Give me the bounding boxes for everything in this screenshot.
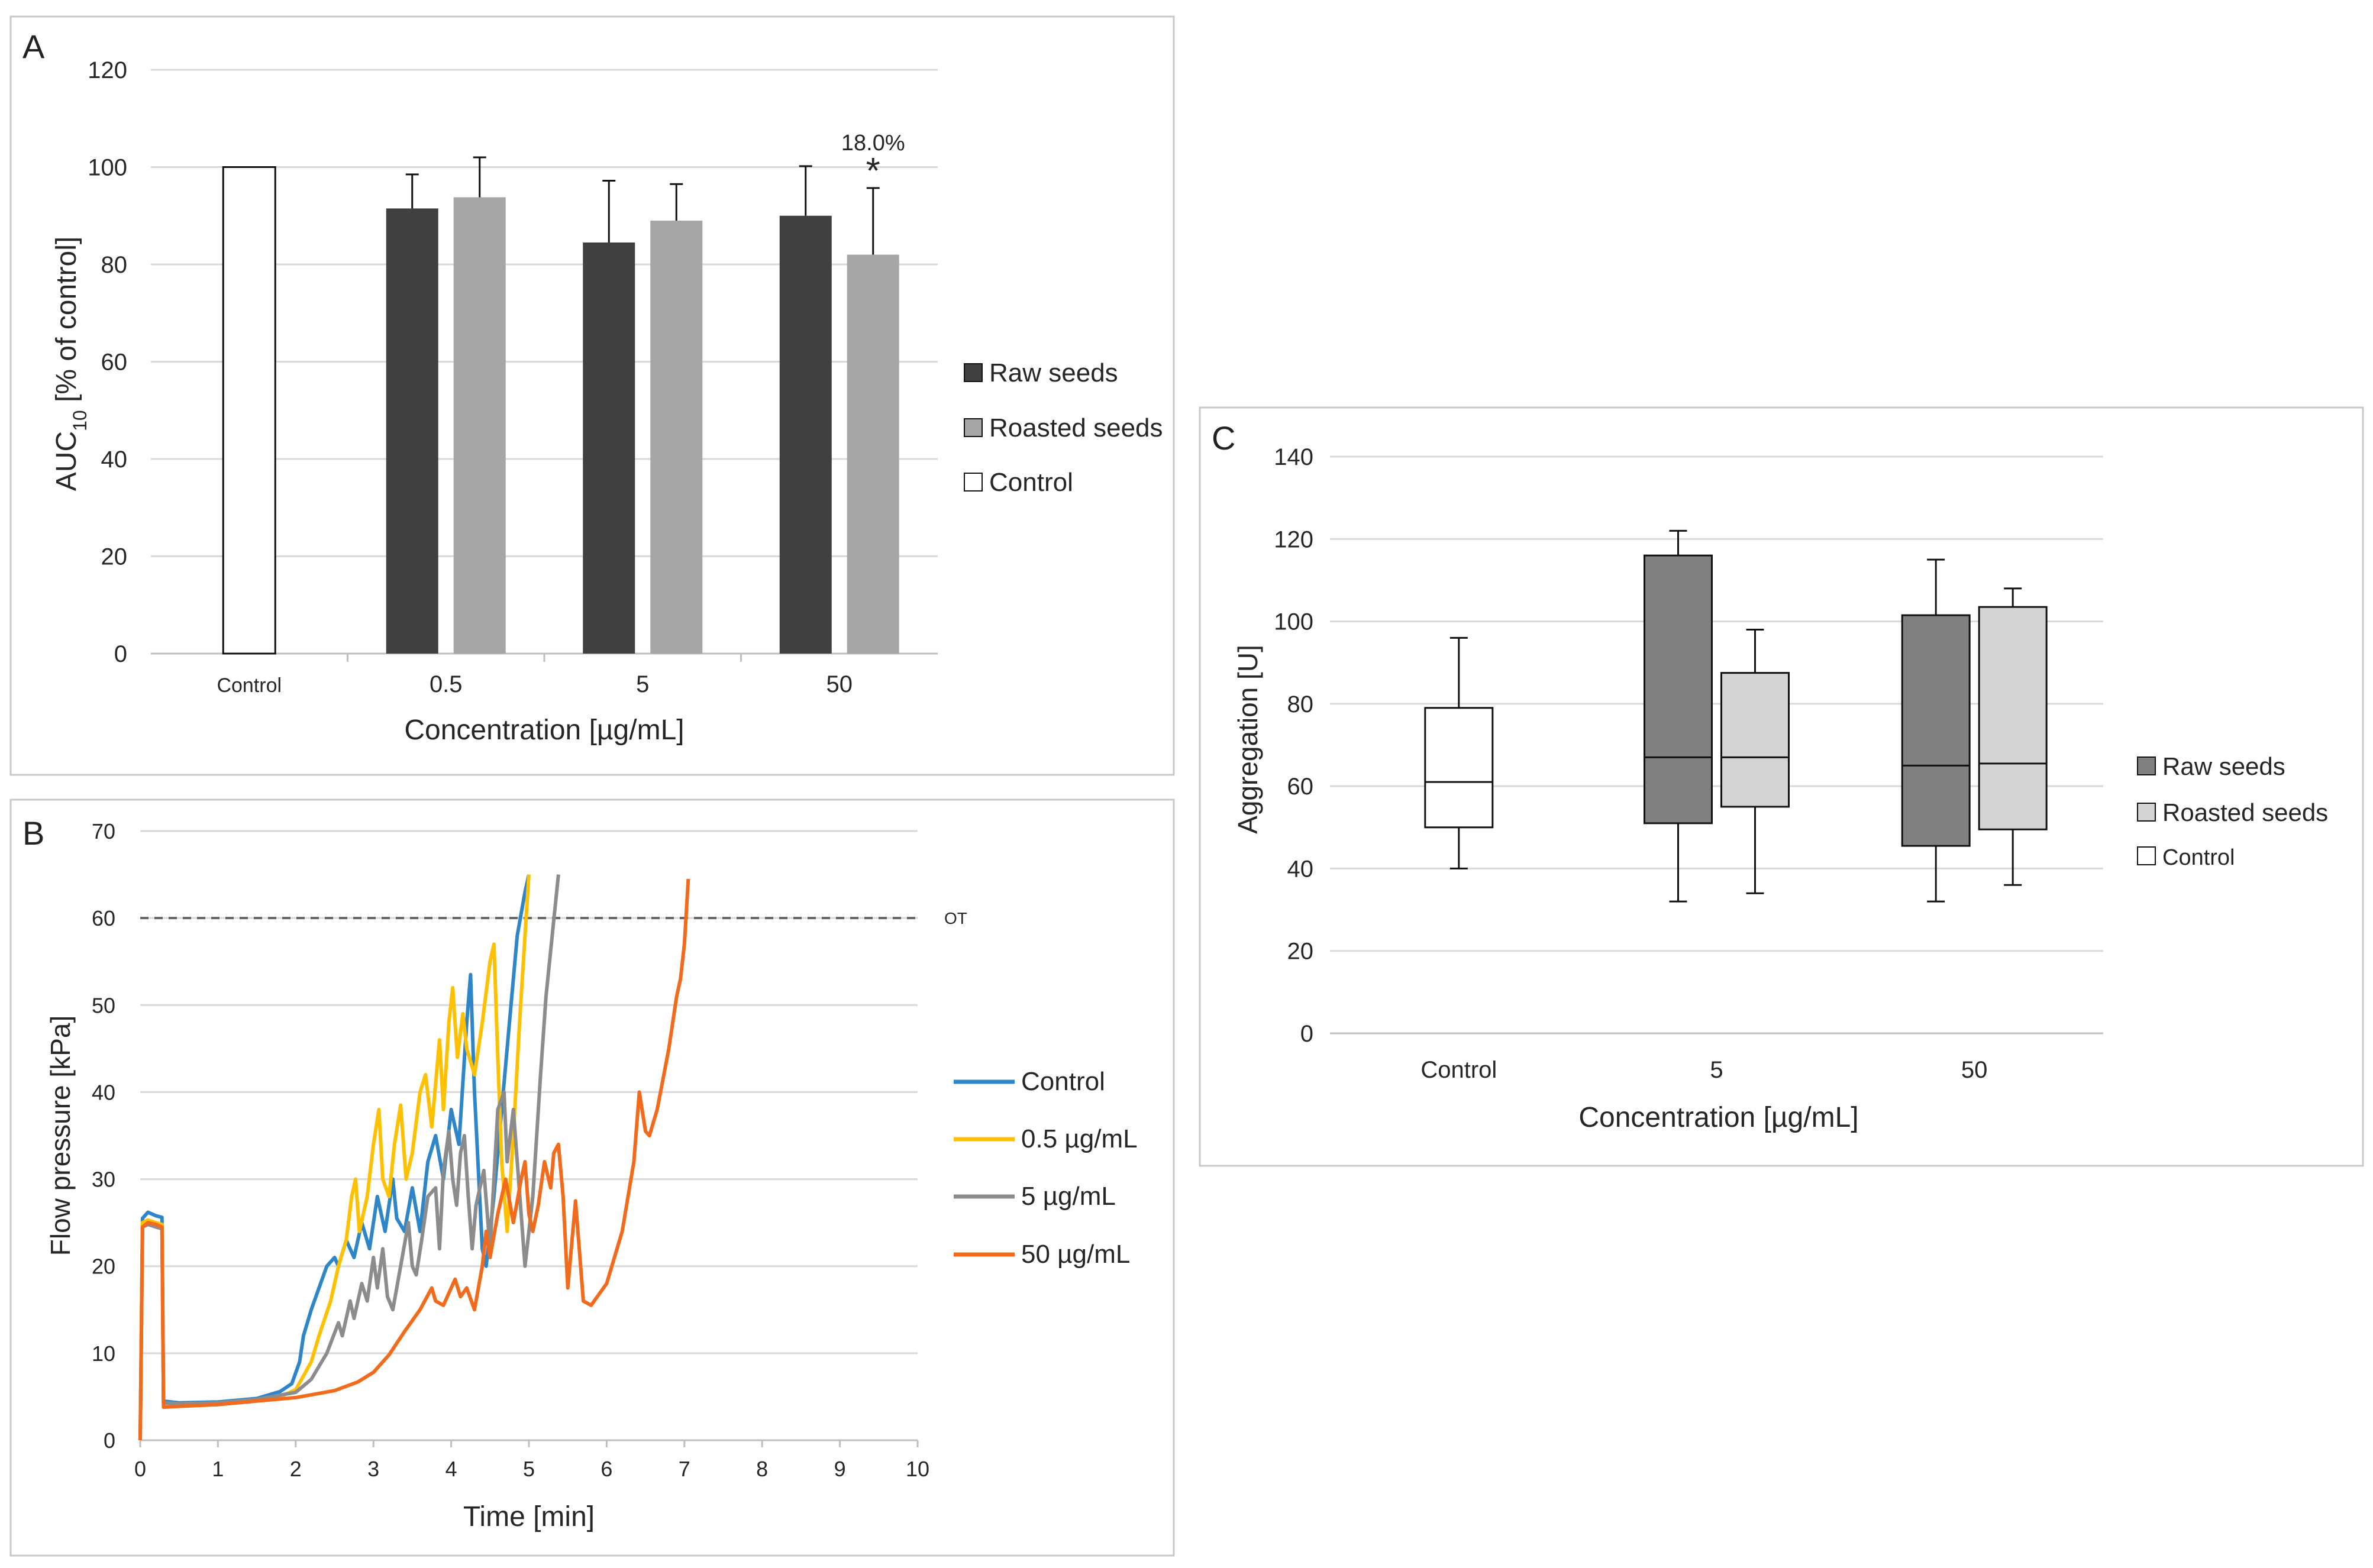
panel-b-letter: B xyxy=(22,814,44,852)
c-legend-roasted-swatch xyxy=(2137,803,2156,822)
c-ytick-label: 20 xyxy=(1287,939,1314,965)
c-y-axis-title: Aggregation [U] xyxy=(1232,645,1263,834)
b-ytick-label: 50 xyxy=(92,993,115,1017)
a-ytick-label: 100 xyxy=(88,155,127,181)
a-ytick-label: 40 xyxy=(101,447,128,473)
c-legend-roasted-label: Roasted seeds xyxy=(2162,798,2328,826)
a-ytick-label: 120 xyxy=(88,57,127,83)
b-y-axis-title: Flow pressure [kPa] xyxy=(45,1016,76,1256)
b-legend-5-label: 5 µg/mL xyxy=(1021,1182,1116,1211)
b-xtick-label: 4 xyxy=(445,1457,457,1481)
a-legend-roasted-label: Roasted seeds xyxy=(989,413,1163,442)
b-xtick-label: 3 xyxy=(367,1457,379,1481)
panel-c-letter: C xyxy=(1212,419,1235,457)
a-legend-raw-label: Raw seeds xyxy=(989,358,1118,387)
b-xtick-label: 7 xyxy=(679,1457,690,1481)
c-ytick-label: 120 xyxy=(1274,526,1313,552)
a-bar-raw xyxy=(583,242,635,654)
panel-b-frame xyxy=(9,798,1175,1557)
a-legend-raw-swatch xyxy=(964,363,983,382)
a-ytick-label: 20 xyxy=(101,544,128,570)
b-ot-label: OT xyxy=(944,909,967,927)
b-xtick-label: 10 xyxy=(906,1457,929,1481)
a-y-axis-title: AUC10 [% of control] xyxy=(51,237,91,491)
c-box-roasted xyxy=(1978,606,2048,830)
a-ytick-label: 60 xyxy=(101,350,128,376)
c-x-axis-title: Concentration [µg/mL] xyxy=(1578,1102,1858,1133)
a-bar-roasted xyxy=(453,197,506,654)
a-x-axis-title: Concentration [µg/mL] xyxy=(404,715,684,746)
c-ytick-label: 80 xyxy=(1287,691,1314,717)
c-ytick-label: 40 xyxy=(1287,856,1314,882)
panel-b-chart: 0 10 20 30 40 50 60 70 0 1 2 3 4 5 6 7 8 9 10 OT Time [min] F… xyxy=(45,819,1138,1533)
b-legend-control-label: Control xyxy=(1021,1067,1105,1096)
b-xtick-label: 5 xyxy=(523,1457,535,1481)
b-ytick-label: 30 xyxy=(92,1168,115,1192)
a-ytick-label: 0 xyxy=(114,641,127,667)
b-xtick-label: 0 xyxy=(134,1457,146,1481)
c-box-roasted xyxy=(1720,672,1790,808)
b-ytick-label: 10 xyxy=(92,1341,115,1366)
c-box-raw xyxy=(1901,614,1971,847)
c-box-raw xyxy=(1644,554,1713,825)
a-bar-raw xyxy=(386,208,438,654)
panel-a-letter: A xyxy=(22,28,45,65)
a-category-label: Control xyxy=(217,674,282,697)
c-category-label: Control xyxy=(1420,1057,1497,1083)
b-ytick-label: 40 xyxy=(92,1080,115,1104)
b-ytick-label: 20 xyxy=(92,1255,115,1279)
c-legend-control-label: Control xyxy=(2162,845,2235,870)
c-ytick-label: 0 xyxy=(1300,1021,1313,1047)
c-legend-control-swatch xyxy=(2137,846,2156,865)
a-annotation-percent: 18.0% xyxy=(841,131,905,156)
b-xtick-label: 9 xyxy=(834,1457,846,1481)
a-legend-control-swatch xyxy=(964,473,983,492)
a-category-label: 5 xyxy=(636,671,649,697)
a-bar-raw xyxy=(779,215,832,654)
panel-a-chart: 0 20 40 60 80 100 120 Control 0.5 5 50 18.0%* Concen… xyxy=(51,57,1163,746)
a-legend-control-label: Control xyxy=(989,468,1073,497)
a-bar-roasted xyxy=(847,254,899,654)
c-legend-raw-swatch xyxy=(2137,756,2156,775)
a-annotation-star: * xyxy=(866,151,880,192)
b-ytick-label: 60 xyxy=(92,906,115,930)
b-ytick-label: 70 xyxy=(92,819,115,843)
a-bar-roasted xyxy=(650,220,703,654)
c-legend-raw-label: Raw seeds xyxy=(2162,752,2285,780)
a-bar-control xyxy=(222,166,276,655)
c-ytick-label: 100 xyxy=(1274,609,1313,635)
c-category-label: 50 xyxy=(1961,1057,1988,1083)
b-ytick-label: 0 xyxy=(104,1428,115,1453)
b-xtick-label: 6 xyxy=(600,1457,612,1481)
b-series-50-line xyxy=(138,878,690,1441)
b-legend-50-label: 50 µg/mL xyxy=(1021,1240,1130,1269)
a-category-label: 0.5 xyxy=(430,671,463,697)
a-ytick-label: 80 xyxy=(101,252,128,278)
c-ytick-label: 60 xyxy=(1287,774,1314,800)
c-box-control xyxy=(1424,707,1494,829)
b-legend-0.5-label: 0.5 µg/mL xyxy=(1021,1124,1138,1153)
b-series-5-line xyxy=(138,874,560,1441)
a-legend-roasted-swatch xyxy=(964,418,983,437)
b-xtick-label: 2 xyxy=(290,1457,302,1481)
c-ytick-label: 140 xyxy=(1274,444,1313,470)
b-x-axis-title: Time [min] xyxy=(463,1501,595,1533)
panel-c-chart: 0 20 40 60 80 100 120 140 Control 5 50 Concentratio… xyxy=(1232,444,2328,1133)
a-category-label: 50 xyxy=(826,671,853,697)
b-xtick-label: 8 xyxy=(756,1457,768,1481)
c-category-label: 5 xyxy=(1710,1057,1723,1083)
b-xtick-label: 1 xyxy=(212,1457,224,1481)
